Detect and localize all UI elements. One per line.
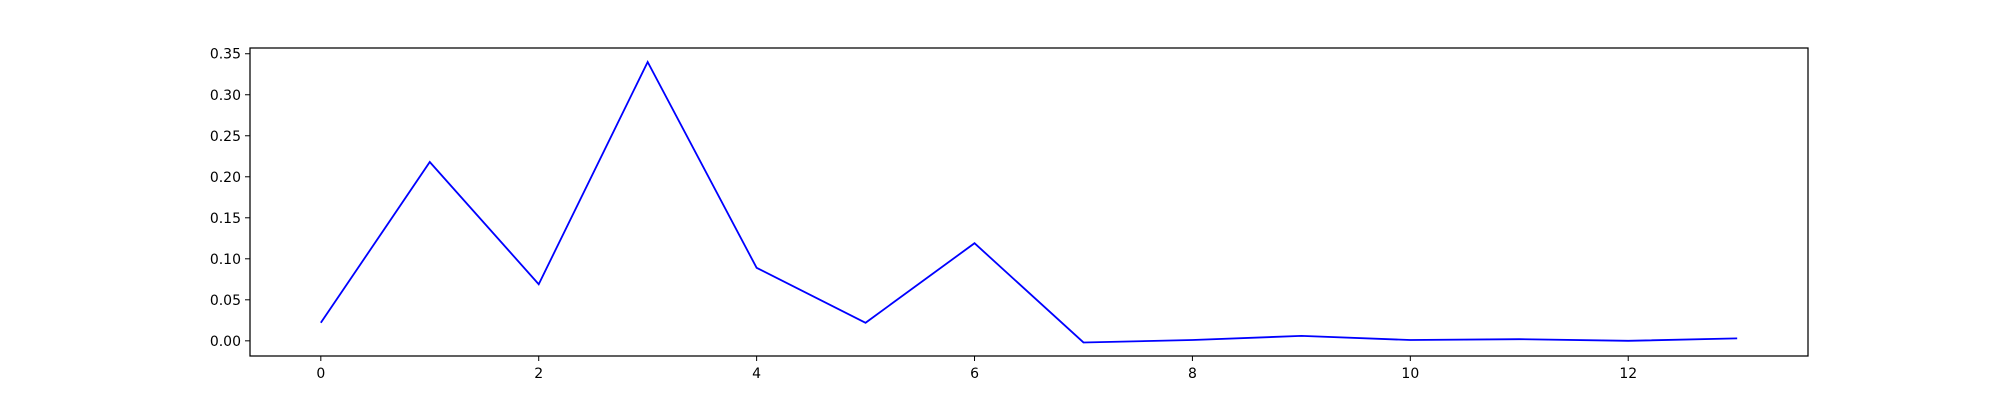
x-tick-label: 10 [1401, 366, 1419, 382]
x-tick-label: 6 [970, 366, 979, 382]
y-tick-label: 0.15 [210, 211, 241, 227]
y-tick-label: 0.35 [210, 47, 241, 63]
y-tick-label: 0.30 [210, 88, 241, 104]
y-tick-label: 0.25 [210, 129, 241, 145]
x-tick-label: 8 [1188, 366, 1197, 382]
y-tick-label: 0.05 [210, 293, 241, 309]
plot-area [250, 48, 1808, 356]
y-axis: 0.00 0.05 0.10 0.15 0.20 0.25 0.30 0.35 [210, 47, 250, 350]
x-tick-label: 2 [534, 366, 543, 382]
series-line-0 [320, 59, 1738, 344]
y-tick-label: 0.10 [210, 252, 241, 268]
x-tick-label: 12 [1619, 366, 1637, 382]
series-layer [320, 59, 1738, 344]
y-tick-label: 0.20 [210, 170, 241, 186]
x-tick-label: 0 [316, 366, 325, 382]
x-tick-label: 4 [752, 366, 761, 382]
y-tick-label: 0.00 [210, 334, 241, 350]
x-axis: 0 2 4 6 8 10 12 [316, 356, 1637, 382]
plot-frame [249, 47, 1809, 357]
